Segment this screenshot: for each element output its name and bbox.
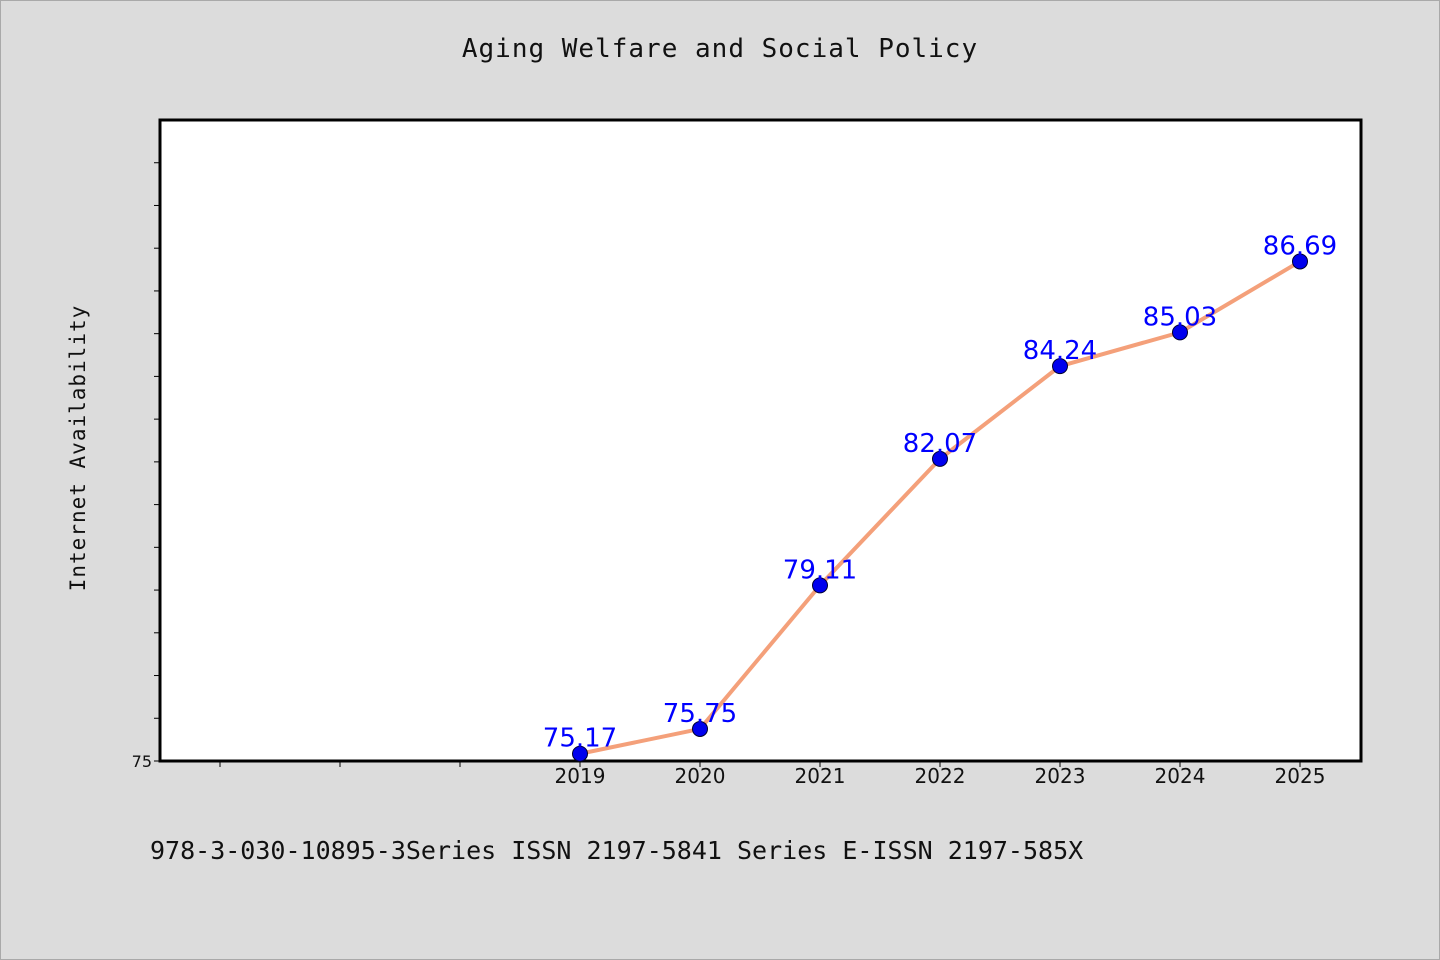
data-label: 75.17 [543, 724, 617, 754]
data-point [1052, 358, 1068, 375]
plot-area [158, 118, 1363, 763]
x-tick-label: 2023 [1035, 764, 1086, 788]
y-tick-label: 75 [132, 752, 152, 771]
data-point [932, 450, 948, 467]
data-point [812, 577, 828, 594]
data-label: 75.75 [663, 699, 737, 729]
data-label: 82.07 [903, 429, 977, 459]
chart-title: Aging Welfare and Social Policy [461, 34, 979, 64]
series-group: 75.17 75.75 79.11 82.07 84.24 85.03 86.69 [543, 231, 1337, 762]
data-label: 85.03 [1143, 302, 1217, 332]
data-label: 84.24 [1023, 336, 1097, 366]
data-point [692, 720, 708, 737]
data-point [1292, 253, 1308, 270]
x-tick-label: 2024 [1155, 764, 1206, 788]
x-tick-label: 2020 [675, 764, 726, 788]
axis-ticks: 75 2019 2020 2021 2022 2023 2024 2025 [132, 162, 1326, 788]
data-point [1172, 324, 1188, 341]
x-tick-label: 2022 [915, 764, 966, 788]
isbn-footer: 978-3-030-10895-3Series ISSN 2197-5841 S… [150, 836, 1084, 865]
data-label: 86.69 [1263, 231, 1337, 261]
data-label: 79.11 [783, 555, 857, 585]
data-point [572, 745, 588, 762]
x-tick-label: 2021 [795, 764, 846, 788]
x-tick-label: 2025 [1275, 764, 1326, 788]
x-tick-label: 2019 [555, 764, 606, 788]
